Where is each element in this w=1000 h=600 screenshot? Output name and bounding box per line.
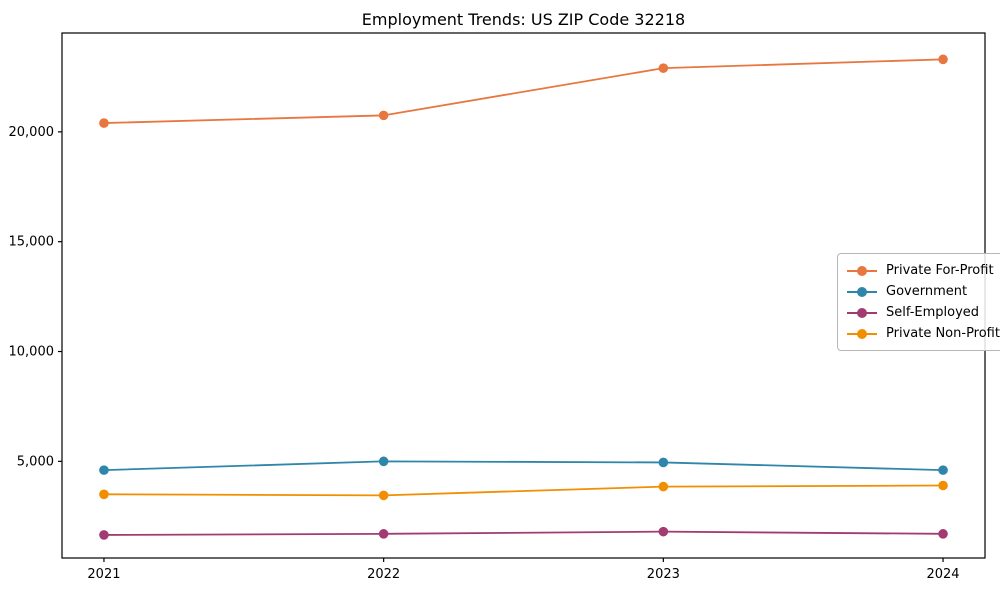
data-point-self-employed (658, 526, 669, 537)
x-tick-label: 2024 (926, 567, 959, 582)
y-tick-label: 15,000 (9, 235, 55, 250)
legend-item-private-non-profit: Private Non-Profit (847, 323, 1000, 344)
legend-item-government: Government (847, 281, 1000, 302)
data-point-private-non-profit (658, 481, 669, 492)
chart-title: Employment Trends: US ZIP Code 32218 (361, 10, 686, 29)
y-tick-label: 5,000 (17, 454, 54, 469)
data-point-self-employed (99, 530, 109, 540)
legend-label-private-non-profit: Private Non-Profit (886, 326, 1000, 341)
legend-marker-private-non-profit (847, 328, 877, 339)
series-line-private-for-profit (103, 58, 944, 124)
data-point-government (658, 457, 669, 468)
data-point-private-for-profit (658, 63, 669, 73)
series-line-private-non-profit (103, 484, 944, 497)
legend-item-private-for-profit: Private For-Profit (847, 260, 1000, 281)
legend: Private For-Profit Government Self-Employe… (837, 253, 1000, 351)
data-point-self-employed (938, 529, 948, 539)
x-tick-label: 2023 (647, 567, 680, 582)
data-point-private-non-profit (378, 490, 389, 501)
legend-marker-private-for-profit (847, 265, 877, 276)
legend-label-private-for-profit: Private For-Profit (886, 263, 994, 278)
legend-marker-self-employed (847, 307, 877, 318)
legend-label-government: Government (886, 284, 968, 299)
data-point-government (938, 465, 948, 475)
data-point-private-for-profit (378, 110, 389, 121)
y-tick-label: 10,000 (9, 345, 55, 360)
series-line-self-employed (103, 530, 944, 536)
data-point-private-non-profit (99, 489, 109, 500)
data-point-private-non-profit (938, 480, 948, 491)
series-line-government (103, 460, 944, 472)
data-point-government (99, 465, 109, 475)
data-point-private-for-profit (938, 54, 948, 65)
y-tick-label: 20,000 (9, 125, 55, 140)
legend-label-self-employed: Self-Employed (886, 305, 980, 320)
x-tick-label: 2021 (87, 567, 120, 582)
legend-item-self-employed: Self-Employed (847, 302, 1000, 323)
data-point-self-employed (378, 529, 389, 539)
legend-marker-government (847, 286, 877, 297)
data-point-private-for-profit (99, 118, 109, 128)
x-tick-label: 2022 (367, 567, 400, 582)
data-point-government (378, 456, 389, 467)
